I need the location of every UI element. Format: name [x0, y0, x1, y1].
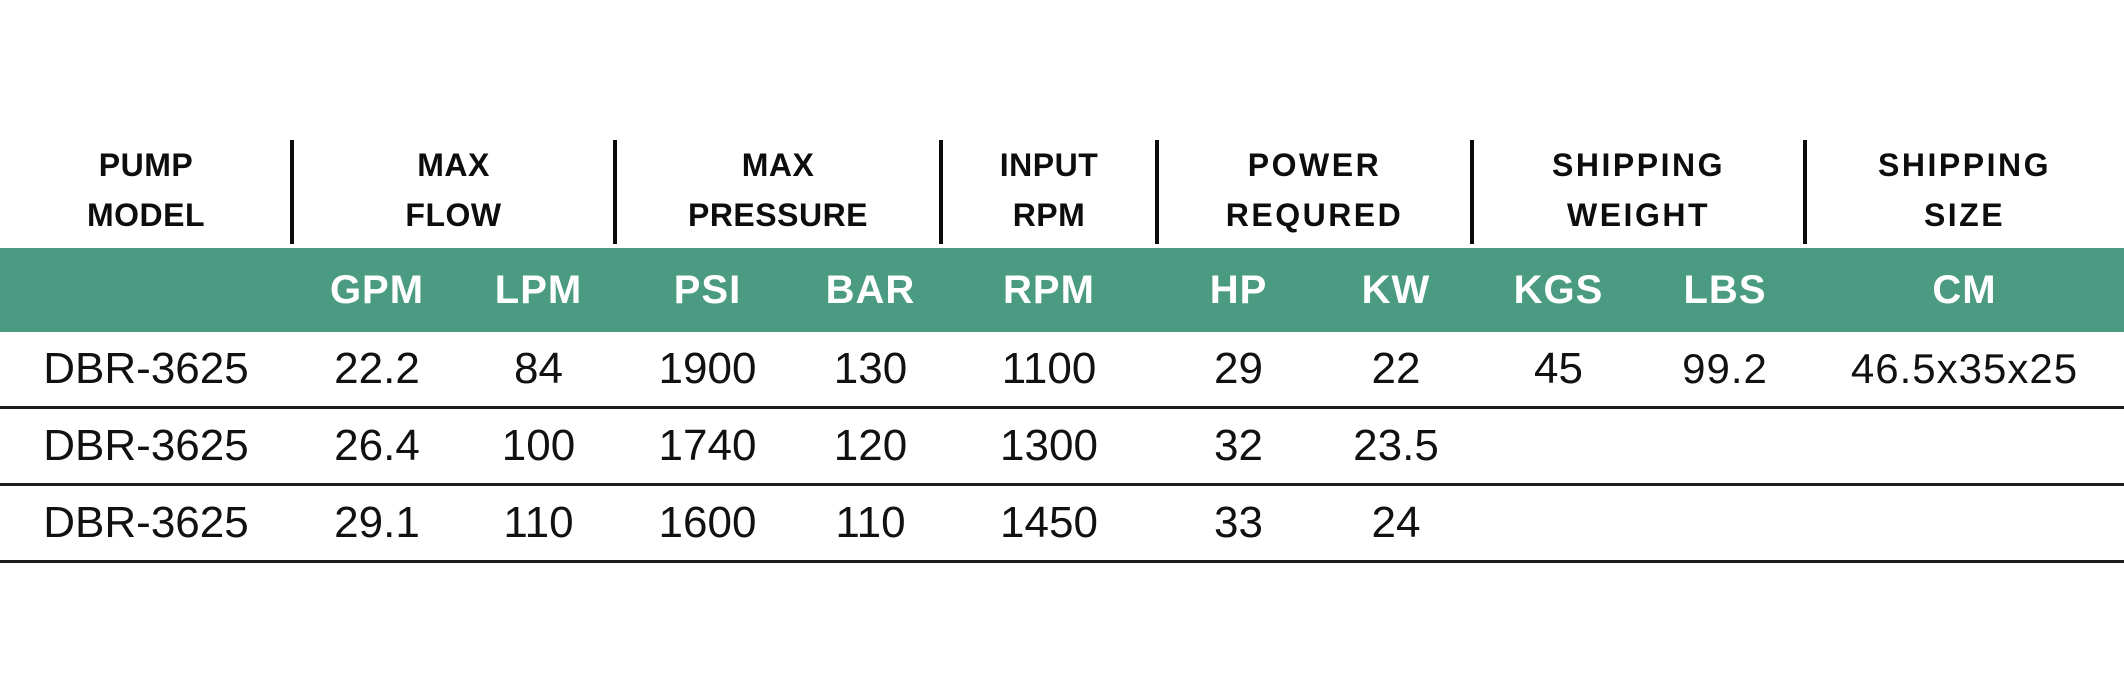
- cell-kw: 24: [1371, 498, 1421, 547]
- cell-psi: 1900: [658, 344, 757, 393]
- cell-rpm: 1100: [1001, 344, 1097, 393]
- cell-psi: 1740: [658, 421, 757, 470]
- column-divider: [1155, 140, 1159, 244]
- header-pump-model: PUMP MODEL: [0, 140, 292, 240]
- table-header: PUMP MODEL MAX FLOW MAX PRESSURE INPUT R…: [0, 0, 2124, 240]
- unit-lpm: LPM: [494, 267, 583, 312]
- header-line: RPM: [1012, 197, 1086, 233]
- header-line: PUMP: [98, 147, 194, 183]
- unit-gpm: GPM: [329, 267, 425, 312]
- header-line: SHIPPING: [1878, 147, 2051, 183]
- header-line: REQURED: [1225, 197, 1404, 233]
- header-line: SHIPPING: [1552, 147, 1725, 183]
- column-divider: [290, 140, 294, 244]
- pump-spec-table: PUMP MODEL MAX FLOW MAX PRESSURE INPUT R…: [0, 0, 2124, 563]
- header-shipping-weight: SHIPPING WEIGHT: [1472, 140, 1805, 240]
- header-max-pressure: MAX PRESSURE: [615, 140, 941, 240]
- header-line: WEIGHT: [1567, 197, 1710, 233]
- cell-rpm: 1450: [1000, 498, 1098, 547]
- header-power-required: POWER REQURED: [1157, 140, 1472, 240]
- unit-bar: BAR: [825, 267, 916, 312]
- header-max-flow: MAX FLOW: [292, 140, 615, 240]
- cell-hp: 29: [1214, 344, 1263, 393]
- cell-psi: 1600: [658, 498, 757, 547]
- cell-kw: 23.5: [1353, 421, 1439, 470]
- column-divider: [1470, 140, 1474, 244]
- unit-lbs: LBS: [1683, 267, 1767, 312]
- header-line: MAX: [417, 147, 490, 183]
- cell-lpm: 100: [501, 421, 576, 470]
- unit-hp: HP: [1209, 267, 1268, 312]
- header-line: SIZE: [1923, 197, 2006, 233]
- cell-hp: 33: [1214, 498, 1263, 547]
- cell-rpm: 1300: [1000, 421, 1098, 470]
- table-row: DBR-3625 26.4 100 1740 120 1300 32 23.5: [0, 409, 2124, 486]
- cell-model: DBR-3625: [43, 421, 249, 470]
- unit-kw: KW: [1361, 267, 1431, 312]
- cell-lbs: 99.2: [1682, 345, 1768, 392]
- cell-bar: 110: [835, 498, 906, 547]
- cell-bar: 130: [833, 344, 908, 393]
- cell-hp: 32: [1214, 421, 1263, 470]
- header-line: FLOW: [405, 197, 502, 233]
- header-line: PRESSURE: [687, 197, 869, 233]
- cell-cm: 46.5x35x25: [1850, 345, 2079, 392]
- table-row: DBR-3625 29.1 110 1600 110 1450 33 24: [0, 486, 2124, 563]
- unit-kgs: KGS: [1513, 267, 1604, 312]
- cell-model: DBR-3625: [43, 498, 249, 547]
- header-shipping-size: SHIPPING SIZE: [1805, 140, 2124, 240]
- units-row: GPM LPM PSI BAR RPM HP KW KGS LBS CM: [0, 248, 2124, 332]
- cell-gpm: 29.1: [334, 498, 420, 547]
- cell-kw: 22: [1371, 344, 1421, 393]
- cell-bar: 120: [833, 421, 908, 470]
- header-line: MODEL: [86, 197, 206, 233]
- unit-cm: CM: [1932, 267, 1997, 312]
- cell-lpm: 84: [514, 344, 563, 393]
- column-divider: [613, 140, 617, 244]
- cell-model: DBR-3625: [43, 344, 249, 393]
- cell-gpm: 22.2: [334, 344, 420, 393]
- cell-kgs: 45: [1534, 344, 1583, 393]
- cell-lpm: 110: [503, 498, 574, 547]
- cell-gpm: 26.4: [334, 421, 420, 470]
- column-divider: [939, 140, 943, 244]
- column-divider: [1803, 140, 1807, 244]
- unit-rpm: RPM: [1003, 267, 1095, 312]
- header-line: INPUT: [999, 147, 1099, 183]
- unit-psi: PSI: [673, 267, 742, 312]
- header-line: POWER: [1247, 147, 1382, 183]
- header-input-rpm: INPUT RPM: [941, 140, 1157, 240]
- table-row: DBR-3625 22.2 84 1900 130 1100 29 22 45 …: [0, 332, 2124, 409]
- header-line: MAX: [741, 147, 815, 183]
